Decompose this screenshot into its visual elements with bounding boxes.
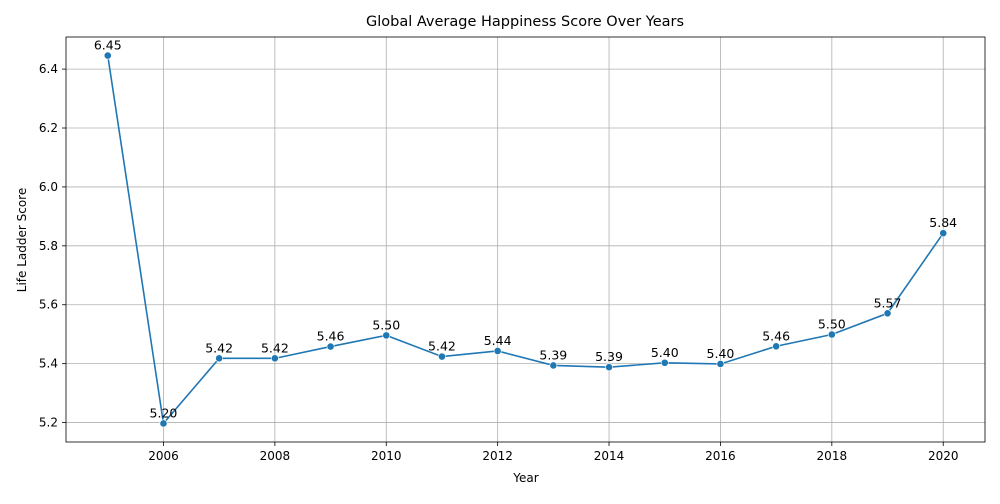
data-point [493, 347, 502, 355]
data-point [827, 330, 836, 339]
data-label: 5.50 [372, 317, 400, 332]
data-point [326, 342, 335, 351]
x-axis-label: Year [512, 471, 538, 485]
y-tick-label: 5.4 [39, 357, 58, 371]
data-label: 5.39 [539, 347, 567, 362]
x-tick-label: 2018 [817, 449, 848, 463]
data-label: 5.42 [428, 339, 456, 354]
data-label: 5.57 [874, 295, 902, 310]
axes-layer: 2006 2008 2010 2012 2014 2016 2018 2020 5.2 5.4 5.… [39, 36, 986, 463]
x-tick-label: 2012 [482, 449, 513, 463]
series-line [106, 55, 944, 426]
y-tick-label: 5.2 [39, 416, 58, 430]
y-tick-label: 5.8 [39, 239, 58, 253]
data-point [549, 361, 558, 370]
data-label: 6.45 [94, 38, 122, 53]
y-tick-label: 6.0 [39, 180, 58, 194]
plot-frame [65, 36, 986, 443]
data-label: 5.40 [651, 345, 679, 360]
x-tick-label: 2016 [705, 449, 736, 463]
data-label: 5.46 [762, 328, 790, 343]
data-label: 5.42 [261, 340, 289, 355]
y-axis-label: Life Ladder Score [15, 188, 29, 292]
x-tick-label: 2008 [260, 449, 291, 463]
data-point [103, 51, 112, 60]
chart-title: Global Average Happiness Score Over Year… [366, 14, 684, 30]
data-label: 5.84 [929, 215, 957, 230]
x-tick-label: 2014 [594, 449, 625, 463]
data-label: 5.39 [595, 349, 623, 364]
data-point [270, 354, 279, 363]
x-tick-label: 2006 [148, 449, 179, 463]
y-tick-label: 6.2 [39, 121, 58, 135]
x-tick-label: 2020 [928, 449, 959, 463]
data-label: 5.42 [205, 340, 233, 355]
data-label: 5.20 [150, 405, 178, 420]
data-point [215, 354, 224, 363]
y-tick-label: 5.6 [39, 298, 58, 312]
series-layer [103, 51, 948, 428]
data-point [883, 309, 892, 318]
data-point [772, 342, 781, 351]
data-label: 5.44 [484, 333, 512, 348]
data-labels-layer: 6.45 5.20 5.42 5.42 5.46 5.50 5.42 5.44 5.39 5.39… [94, 38, 957, 421]
data-point [939, 229, 948, 238]
data-label: 5.50 [818, 316, 846, 331]
data-label: 5.40 [707, 346, 735, 361]
data-point [605, 363, 613, 372]
data-point [438, 352, 446, 361]
data-point [716, 360, 725, 368]
grid-layer [66, 37, 985, 442]
y-tick-label: 6.4 [39, 62, 58, 76]
data-point [382, 331, 391, 340]
data-label: 5.46 [317, 329, 345, 344]
x-tick-label: 2010 [371, 449, 402, 463]
data-point [660, 358, 669, 367]
data-point [159, 419, 168, 428]
